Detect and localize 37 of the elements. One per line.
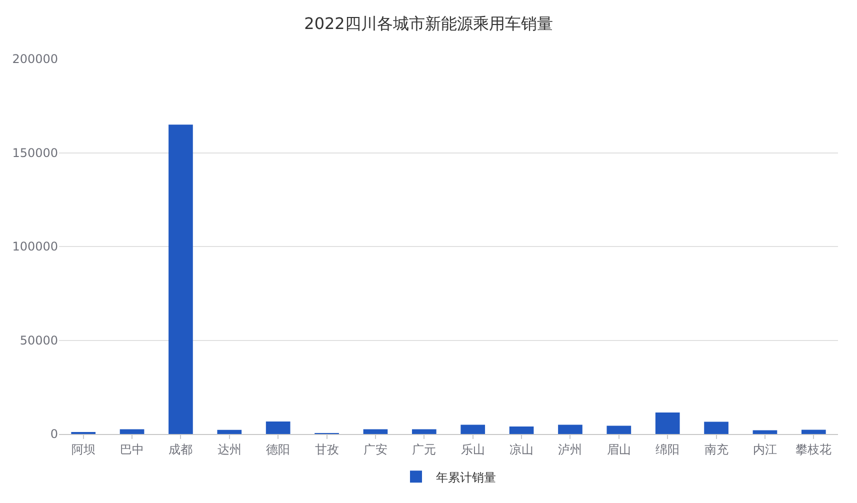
x-tick-label: 巴中 [120,442,144,456]
bar [412,429,436,434]
bar [363,429,388,434]
bar [801,430,826,434]
x-tick-label: 眉山 [606,442,631,456]
bar [655,412,680,434]
y-tick-label: 0 [50,427,58,442]
x-tick-label: 达州 [217,442,242,456]
x-tick-label: 乐山 [460,442,485,456]
x-tick-label: 攀枝花 [796,442,832,456]
x-tick-label: 阿坝 [71,442,96,456]
y-tick-label: 100000 [12,240,58,254]
bar [606,426,632,434]
bar [558,424,582,434]
x-tick-label: 南充 [704,442,728,456]
x-tick-label: 泸州 [558,442,582,456]
x-tick-label: 内江 [752,442,777,456]
x-tick-label: 凉山 [510,442,534,456]
chart-title: 2022四川各城市新能源乘用车销量 [304,14,553,33]
bar [509,426,534,434]
y-tick-label: 200000 [12,52,58,66]
x-tick-label: 德阳 [266,442,290,456]
bar [168,124,193,434]
bar [752,430,778,434]
bar [266,421,290,434]
y-tick-label: 50000 [20,333,58,348]
x-tick-label: 广安 [363,442,388,456]
bar [460,424,486,434]
bar [120,429,144,434]
bar [704,422,728,434]
bar [217,430,242,434]
x-tick-label: 绵阳 [656,442,680,456]
legend-label: 年累计销量 [436,470,496,484]
y-tick-label: 150000 [12,146,58,160]
x-tick-label: 甘孜 [314,442,339,456]
x-tick-label: 广元 [412,442,436,456]
x-tick-label: 成都 [168,442,193,456]
